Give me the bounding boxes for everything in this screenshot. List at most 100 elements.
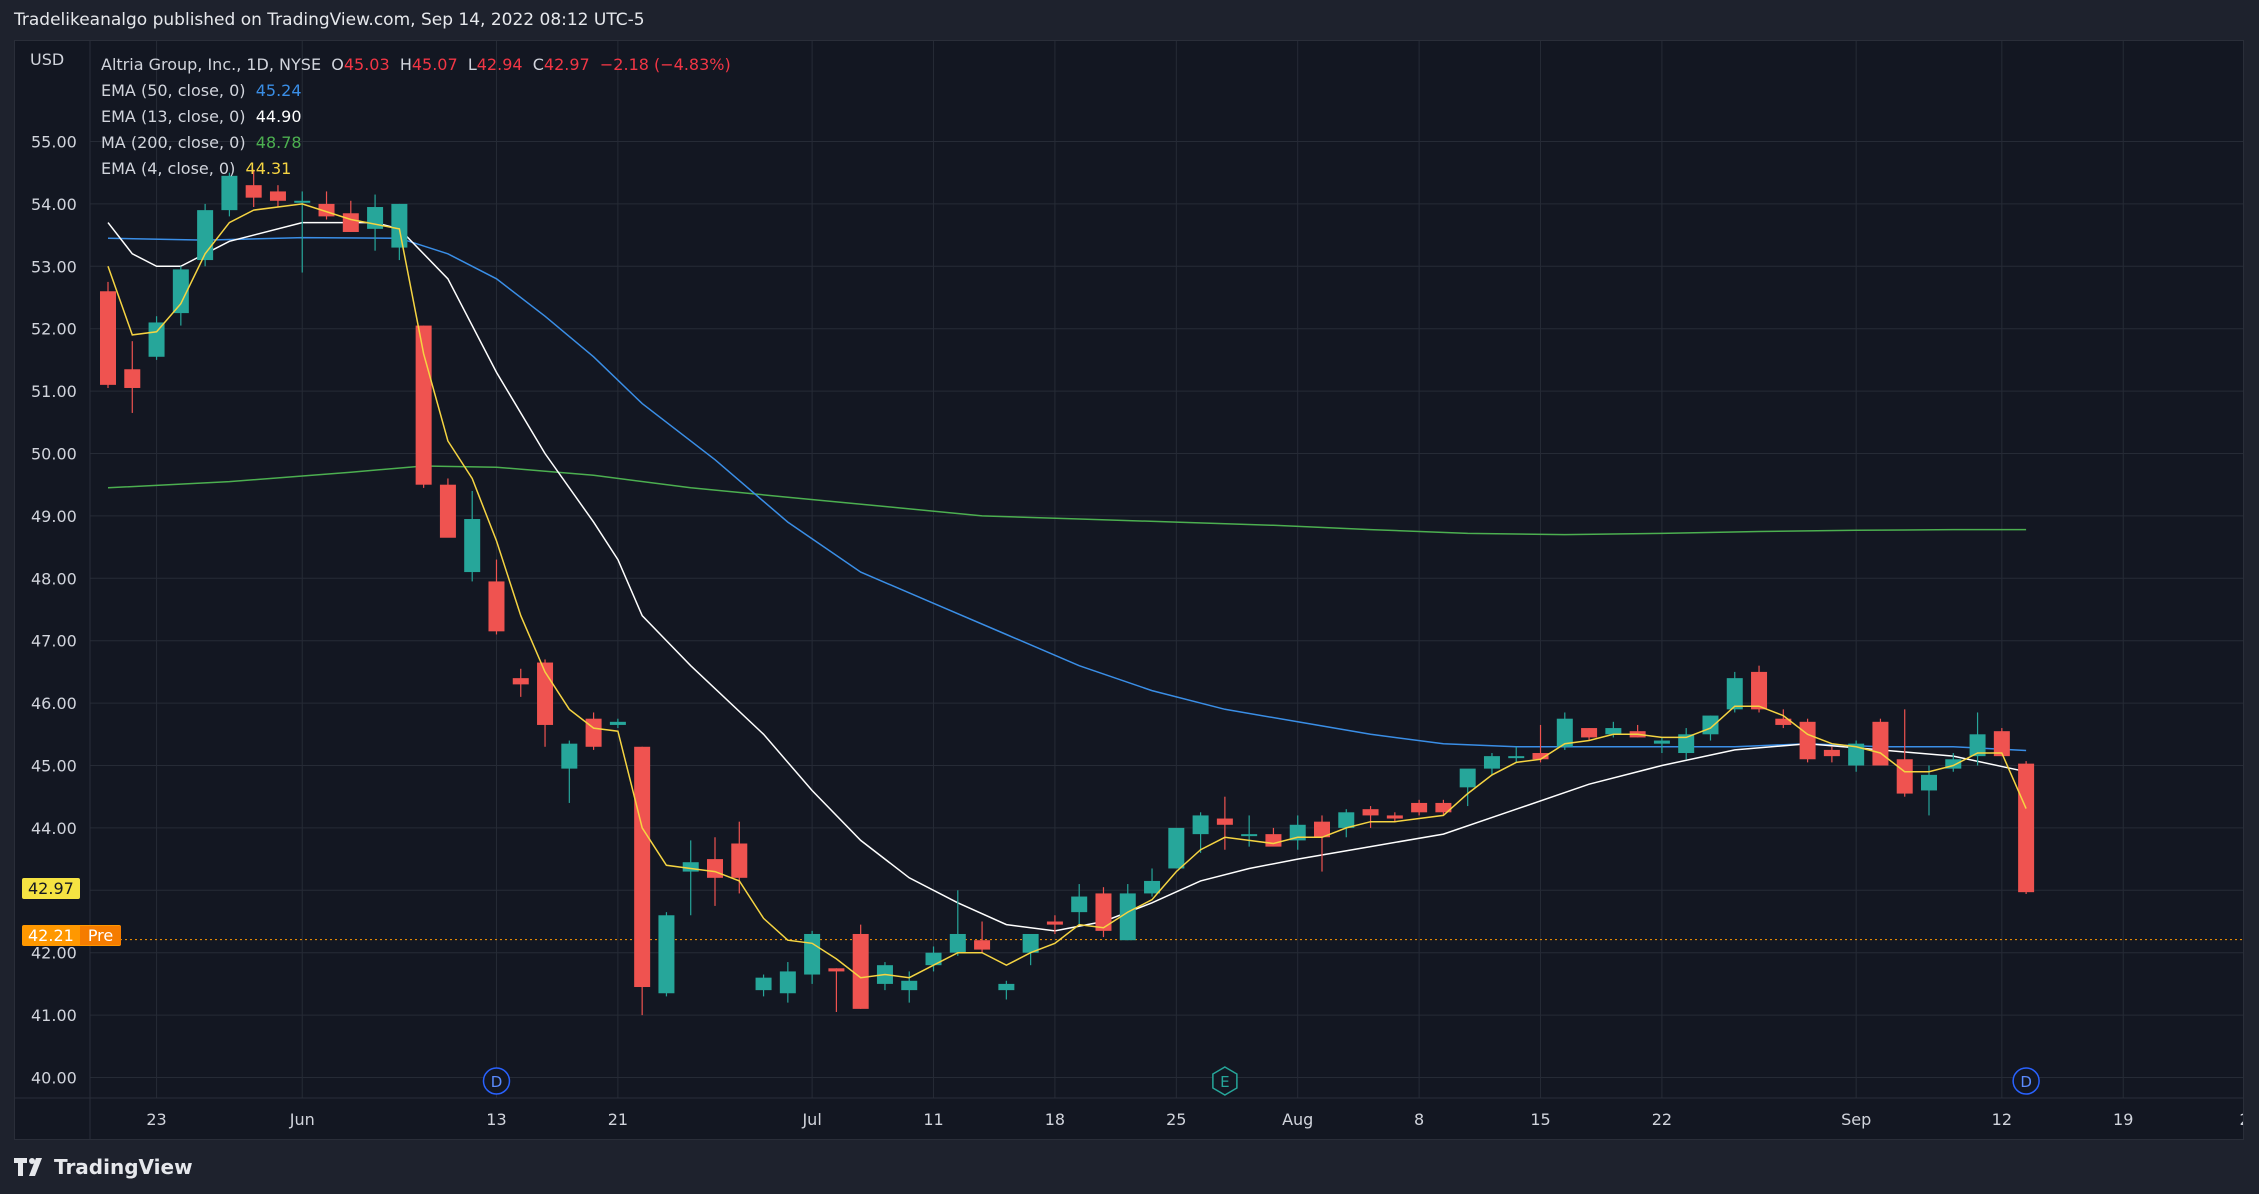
candle-body[interactable] (1702, 715, 1719, 735)
candle-body[interactable] (1945, 759, 1962, 769)
candle-body[interactable] (1046, 921, 1063, 925)
candle-body[interactable] (512, 678, 529, 685)
candle-body[interactable] (464, 519, 481, 573)
price-axis-tick-label: 46.00 (31, 694, 77, 713)
candle-body[interactable] (124, 369, 141, 388)
candle-body[interactable] (100, 291, 116, 385)
candle-body[interactable] (634, 746, 651, 988)
candle-body[interactable] (1362, 809, 1379, 816)
candle-body[interactable] (415, 325, 432, 485)
legend-ema13-row[interactable]: EMA (13, close, 0) 44.90 (101, 104, 731, 130)
candle-body[interactable] (488, 581, 505, 632)
candle-body[interactable] (342, 213, 359, 232)
price-axis-tick-label: 48.00 (31, 569, 77, 588)
candle-body[interactable] (1823, 749, 1840, 757)
candle-body[interactable] (1435, 802, 1452, 813)
candle-body[interactable] (1799, 721, 1816, 760)
dividend-marker-label: D (2020, 1073, 2032, 1091)
candle-body[interactable] (1338, 812, 1355, 828)
candle-body[interactable] (1071, 896, 1088, 913)
candle-body[interactable] (1241, 834, 1258, 837)
price-axis-tick-label: 55.00 (31, 133, 77, 152)
candle-body[interactable] (609, 721, 626, 725)
candle-body[interactable] (1775, 718, 1792, 725)
candle-body[interactable] (828, 968, 845, 972)
candle-body[interactable] (852, 933, 869, 1009)
candle-body[interactable] (682, 862, 699, 872)
candle-body[interactable] (1556, 718, 1573, 747)
candle-body[interactable] (269, 191, 286, 201)
candle-body[interactable] (148, 322, 165, 357)
candle-body[interactable] (294, 200, 311, 203)
candle-body[interactable] (1678, 734, 1695, 754)
candle-body[interactable] (221, 175, 238, 211)
candle-body[interactable] (1168, 827, 1185, 869)
candle-body[interactable] (1314, 821, 1330, 838)
candle-body[interactable] (974, 940, 991, 950)
candle-body[interactable] (1896, 759, 1913, 794)
candle-body[interactable] (1265, 834, 1282, 847)
candle-body[interactable] (707, 859, 723, 878)
candle-body[interactable] (1022, 933, 1039, 953)
candle-body[interactable] (1119, 893, 1136, 941)
candle-body[interactable] (1653, 740, 1670, 744)
candle-body[interactable] (561, 743, 578, 769)
legend-ohlc-row[interactable]: Altria Group, Inc., 1D, NYSE O45.03 H45.… (101, 52, 731, 78)
candle-body[interactable] (1605, 728, 1622, 735)
legend-ema50-label: EMA (50, close, 0) (101, 81, 246, 100)
candle-body[interactable] (1993, 731, 2010, 757)
tradingview-logo-icon (14, 1158, 42, 1176)
earnings-marker-icon[interactable] (1212, 1066, 1238, 1096)
footer-brand[interactable]: TradingView (14, 1155, 193, 1179)
candle-body[interactable] (1289, 824, 1306, 841)
candle-body[interactable] (439, 484, 456, 538)
candle-body[interactable] (1751, 671, 1768, 710)
legend-high-label: H (399, 55, 412, 74)
dividend-marker-icon[interactable] (2012, 1067, 2040, 1095)
legend-high: 45.07 (411, 55, 458, 74)
candle-body[interactable] (779, 971, 796, 994)
candle-body[interactable] (2018, 763, 2035, 893)
candle-body[interactable] (925, 952, 942, 966)
candle-body[interactable] (731, 843, 748, 878)
candle-body[interactable] (1483, 756, 1500, 769)
candle-body[interactable] (1192, 815, 1209, 835)
legend-close-label: C (532, 55, 544, 74)
candlestick-chart[interactable]: 55.00 54.00 53.00 52.00 51.00 50.00 49.00 48.00… (15, 41, 2243, 1139)
candle-body[interactable] (1144, 880, 1161, 894)
legend-symbol[interactable]: Altria Group, Inc., 1D, NYSE (101, 55, 322, 74)
legend-ema50-row[interactable]: EMA (50, close, 0) 45.24 (101, 78, 731, 104)
chart-pane[interactable]: 55.00 54.00 53.00 52.00 51.00 50.00 49.00 48.00… (14, 40, 2244, 1140)
candle-body[interactable] (1848, 743, 1865, 766)
candle-body[interactable] (949, 933, 966, 953)
price-axis-tick-label: 40.00 (31, 1069, 77, 1088)
candle-body[interactable] (1532, 753, 1549, 760)
candle-body[interactable] (172, 269, 189, 314)
candle-body[interactable] (1216, 818, 1233, 825)
candle-body[interactable] (1872, 721, 1889, 766)
candle-body[interactable] (1969, 734, 1986, 757)
candle-body[interactable] (1726, 678, 1743, 710)
dividend-marker-icon[interactable] (482, 1067, 511, 1095)
candle-body[interactable] (1386, 815, 1403, 819)
candle-body[interactable] (755, 977, 772, 991)
candle-body[interactable] (1459, 768, 1476, 788)
candle-body[interactable] (901, 980, 918, 991)
legend-ma200-row[interactable]: MA (200, close, 0) 48.78 (101, 130, 731, 156)
candle-body[interactable] (1508, 756, 1525, 759)
candle-body[interactable] (1921, 774, 1937, 791)
ema50-line (107, 236, 2027, 752)
legend-ema4-row[interactable]: EMA (4, close, 0) 44.31 (101, 156, 731, 182)
candle-body[interactable] (658, 915, 675, 994)
candle-body[interactable] (804, 933, 821, 975)
candle-body[interactable] (391, 203, 408, 248)
candle-body[interactable] (245, 185, 262, 198)
candle-body[interactable] (1095, 893, 1112, 931)
candle-body[interactable] (1581, 728, 1598, 738)
time-axis-tick-label: 13 (486, 1110, 506, 1129)
candle-body[interactable] (1411, 802, 1428, 813)
price-axis-tick-label: 53.00 (31, 257, 77, 276)
price-axis-tick-label: 50.00 (31, 445, 77, 464)
candle-body[interactable] (998, 983, 1015, 991)
time-axis-tick-label: Aug (1282, 1110, 1313, 1129)
